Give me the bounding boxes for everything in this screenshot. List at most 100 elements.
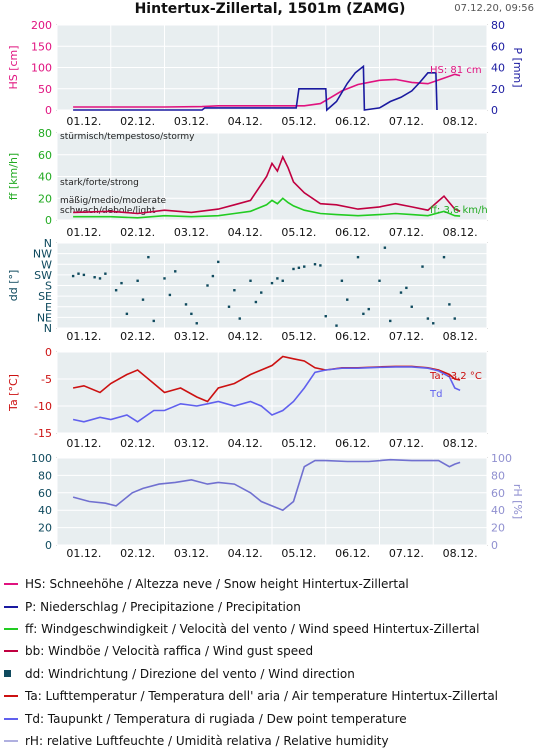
y-tick-label-right: 40: [491, 504, 505, 517]
x-tick-label: 08.12.: [443, 115, 478, 128]
data-point: [432, 322, 435, 325]
x-tick-label: 08.12.: [443, 547, 478, 560]
legend-label: P: Niederschlag / Precipitazione / Preci…: [25, 599, 301, 614]
y-tick-label: 150: [31, 40, 52, 53]
data-point: [324, 314, 327, 318]
x-tick-label: 01.12.: [66, 115, 101, 128]
y-tick-label: 0: [45, 539, 52, 552]
x-tick-label: 04.12.: [228, 330, 263, 343]
y-axis-label-right: P [mm]: [511, 47, 524, 87]
y-tick-label-right: 100: [491, 452, 512, 465]
y-tick-label-right: 0: [491, 539, 498, 552]
data-point: [163, 277, 166, 280]
x-tick-label: 03.12.: [174, 226, 209, 239]
x-tick-label: 01.12.: [66, 547, 101, 560]
x-tick-label: 03.12.: [174, 330, 209, 343]
legend-label: dd: Windrichtung / Direzione del vento /…: [25, 666, 355, 681]
data-point: [426, 317, 430, 320]
y-tick-label: 80: [38, 127, 52, 140]
data-point: [405, 286, 408, 290]
legend-line-icon: [4, 717, 18, 720]
data-point: [442, 255, 446, 259]
data-point: [292, 267, 295, 271]
data-point: [93, 276, 96, 279]
data-point: [303, 265, 306, 268]
legend-label: Ta: Lufttemperatur / Temperatura dell' a…: [25, 689, 499, 704]
data-point: [410, 305, 413, 308]
data-point: [335, 324, 338, 327]
x-tick-label: 06.12.: [335, 547, 370, 560]
x-tick-label: 01.12.: [66, 330, 101, 343]
y-tick-label: 0: [45, 214, 52, 227]
x-tick-label: 06.12.: [335, 330, 370, 343]
y-tick-label: NW: [33, 248, 52, 261]
y-tick-label: 40: [38, 504, 52, 517]
legend-item: Ta: Lufttemperatur / Temperatura dell' a…: [4, 685, 536, 707]
y-tick-label-right: 60: [491, 487, 505, 500]
x-tick-label: 03.12.: [174, 547, 209, 560]
data-point: [190, 312, 193, 316]
data-point: [98, 277, 102, 280]
data-point: [71, 274, 75, 278]
y-tick-label: SE: [38, 290, 52, 303]
data-point: [125, 312, 129, 316]
data-point: [211, 274, 215, 278]
x-tick-label: 07.12.: [389, 115, 424, 128]
legend-item: HS: Schneehöhe / Altezza neve / Snow hei…: [4, 573, 536, 595]
y-axis-label: dd [°]: [7, 270, 20, 302]
y-tick-label-right: 20: [491, 522, 505, 535]
series-line-P: [73, 64, 438, 112]
data-point: [378, 279, 381, 282]
series-line-Td: [72, 366, 461, 423]
timestamp: 07.12.20, 09:56: [454, 3, 534, 14]
x-tick-label: 05.12.: [281, 226, 316, 239]
data-point: [276, 277, 279, 280]
y-tick-label: 100: [31, 62, 52, 75]
legend-item: Td: Taupunkt / Temperatura di rugiada / …: [4, 707, 536, 729]
x-tick-label: 07.12.: [389, 226, 424, 239]
data-point: [340, 279, 344, 282]
y-tick-label-right: 20: [491, 83, 505, 96]
zone-label: stürmisch/tempestoso/stormy: [60, 132, 195, 142]
data-point: [346, 298, 349, 301]
data-point: [254, 300, 258, 304]
y-tick-label: SW: [34, 269, 52, 282]
data-point: [281, 279, 284, 282]
y-tick-label-right: 80: [491, 19, 505, 32]
x-tick-label: 07.12.: [389, 437, 424, 450]
y-tick-label-right: 0: [491, 104, 498, 117]
data-point: [195, 322, 198, 325]
legend-item: rH: relative Luftfeuchte / Umidità relat…: [4, 730, 536, 752]
data-point: [104, 272, 107, 275]
x-tick-label: 04.12.: [228, 547, 263, 560]
zone-label: stark/forte/strong: [60, 178, 139, 188]
data-point: [147, 255, 150, 259]
data-point: [217, 260, 220, 264]
y-tick-label: E: [45, 301, 52, 314]
y-tick-label: 50: [38, 83, 52, 96]
data-point: [227, 305, 231, 308]
data-point: [421, 265, 424, 268]
legend-label: HS: Schneehöhe / Altezza neve / Snow hei…: [25, 577, 409, 592]
data-point: [233, 289, 236, 292]
data-point: [114, 289, 118, 292]
x-tick-label: 02.12.: [120, 437, 155, 450]
x-tick-label: 01.12.: [66, 437, 101, 450]
x-tick-label: 02.12.: [120, 115, 155, 128]
y-axis-label: HS [cm]: [7, 45, 20, 89]
x-tick-label: 06.12.: [335, 115, 370, 128]
x-tick-label: 08.12.: [443, 330, 478, 343]
series-line-ff: [73, 197, 461, 219]
data-point: [238, 317, 241, 320]
value-annotation: HS: 81 cm: [430, 65, 482, 76]
data-point: [399, 291, 403, 294]
y-tick-label: N: [44, 237, 52, 250]
zone-label: mäßig/medio/moderate: [60, 196, 167, 206]
y-tick-label: 40: [38, 171, 52, 184]
legend-line-icon: [4, 583, 18, 586]
series-line-bb: [73, 154, 461, 215]
chart-title: Hintertux-Zillertal, 1501m (ZAMG): [134, 1, 406, 17]
x-tick-label: 08.12.: [443, 437, 478, 450]
x-tick-label: 06.12.: [335, 226, 370, 239]
series-line-rH: [72, 458, 461, 512]
